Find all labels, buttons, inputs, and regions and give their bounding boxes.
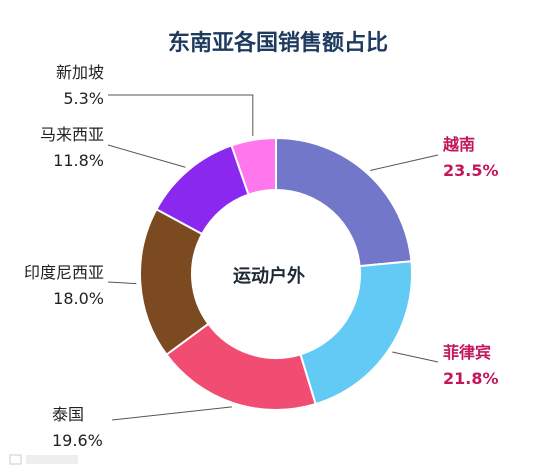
chart-title: 东南亚各国销售额占比 bbox=[168, 30, 388, 56]
slice-label-name: 越南 bbox=[442, 135, 475, 154]
slice-label-value: 11.8% bbox=[53, 151, 104, 170]
leader-line bbox=[112, 407, 232, 420]
slice-菲律宾 bbox=[300, 261, 412, 404]
slice-label-name: 新加坡 bbox=[56, 63, 104, 82]
leader-line bbox=[370, 155, 438, 170]
slice-label-value: 23.5% bbox=[443, 161, 499, 180]
slice-label-name: 印度尼西亚 bbox=[24, 263, 104, 282]
slice-label-name: 马来西亚 bbox=[40, 125, 104, 144]
leader-line bbox=[108, 282, 136, 284]
slice-越南 bbox=[276, 138, 411, 266]
slice-label-value: 21.8% bbox=[443, 369, 499, 388]
slice-label-value: 5.3% bbox=[63, 89, 104, 108]
leader-line bbox=[392, 352, 438, 362]
leader-line bbox=[108, 145, 185, 167]
slice-label-name: 菲律宾 bbox=[443, 343, 491, 362]
slice-label-value: 18.0% bbox=[53, 289, 104, 308]
center-label: 运动户外 bbox=[233, 265, 305, 287]
leader-line bbox=[108, 95, 253, 136]
watermark-logo bbox=[10, 455, 78, 464]
slice-label-name: 泰国 bbox=[52, 405, 84, 424]
slice-label-value: 19.6% bbox=[52, 431, 103, 450]
